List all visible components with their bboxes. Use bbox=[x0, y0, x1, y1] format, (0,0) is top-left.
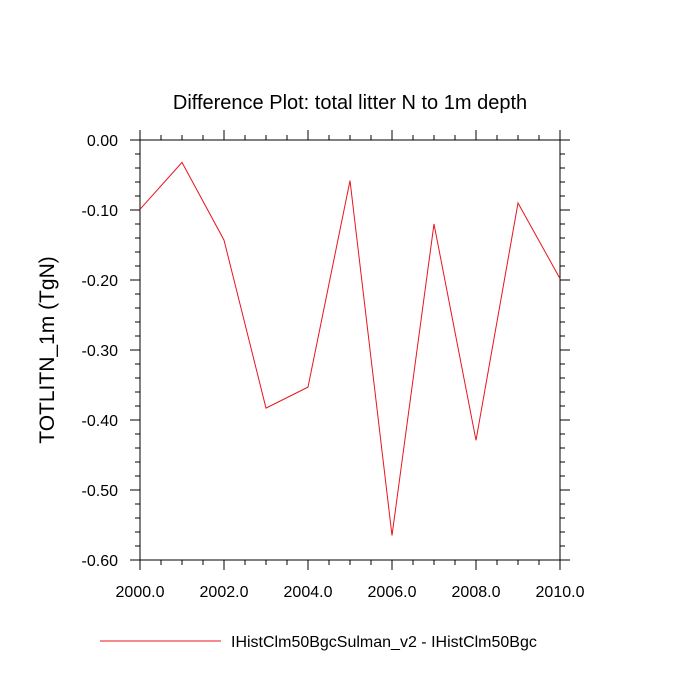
y-tick-label: -0.20 bbox=[82, 273, 119, 290]
y-tick-label: -0.40 bbox=[82, 413, 119, 430]
x-tick-label: 2000.0 bbox=[116, 584, 165, 601]
legend-label: IHistClm50BgcSulman_v2 - IHistClm50Bgc bbox=[231, 634, 537, 651]
x-tick-label: 2006.0 bbox=[368, 584, 417, 601]
y-tick-label: -0.50 bbox=[82, 483, 119, 500]
x-tick-label: 2008.0 bbox=[452, 584, 501, 601]
series-line bbox=[139, 161, 561, 536]
chart-title: Difference Plot: total litter N to 1m de… bbox=[173, 92, 527, 114]
y-axis-label: TOTLITN_1m (TgN) bbox=[36, 256, 59, 443]
y-tick-label: 0.00 bbox=[87, 133, 118, 150]
axis-ticks bbox=[130, 130, 570, 570]
y-tick-label: -0.60 bbox=[82, 553, 119, 570]
y-tick-label: -0.10 bbox=[82, 203, 119, 220]
axis-tick-labels: 2000.0 2002.0 2004.0 2006.0 2008.0 2010.0 0.00… bbox=[82, 133, 585, 601]
x-tick-label: 2004.0 bbox=[284, 584, 333, 601]
plot-frame bbox=[139, 139, 561, 561]
x-tick-label: 2010.0 bbox=[536, 584, 585, 601]
x-tick-label: 2002.0 bbox=[200, 584, 249, 601]
y-tick-label: -0.30 bbox=[82, 343, 119, 360]
